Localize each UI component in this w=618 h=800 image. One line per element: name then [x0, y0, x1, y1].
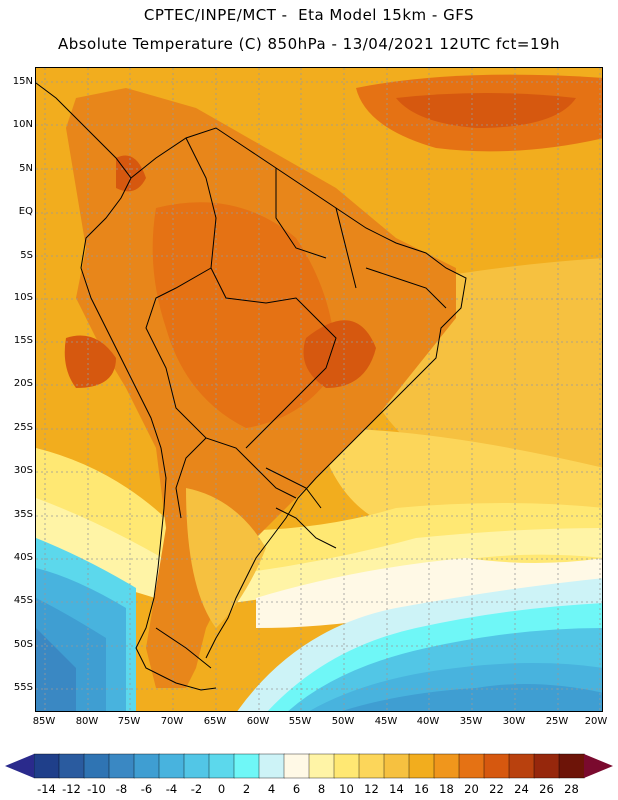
lon-label-30w: 30W [502, 716, 526, 727]
color-scale-cell [133, 753, 160, 779]
color-scale-label: 22 [489, 782, 504, 796]
lon-label-40w: 40W [416, 716, 440, 727]
color-scale-cell [408, 753, 435, 779]
color-scale-label: 14 [389, 782, 404, 796]
color-scale-label: 6 [292, 782, 301, 796]
lon-label-60w: 60W [246, 716, 270, 727]
lat-label-25s: 25S [13, 422, 33, 433]
color-scale-label: -8 [115, 782, 128, 796]
color-scale-cell [208, 753, 235, 779]
color-scale-cell [83, 753, 110, 779]
lon-label-75w: 75W [117, 716, 141, 727]
color-scale-under-arrow [5, 754, 34, 778]
color-scale-cells [33, 753, 585, 779]
color-scale-cell [308, 753, 335, 779]
color-scale-cell [233, 753, 260, 779]
map-title: CPTEC/INPE/MCT - Eta Model 15km - GFS [143, 6, 475, 24]
color-scale-label: 16 [414, 782, 429, 796]
color-scale-cell [508, 753, 535, 779]
color-scale-cell [283, 753, 310, 779]
color-scale-over-arrow [584, 754, 613, 778]
color-scale-label: 10 [339, 782, 354, 796]
color-scale-label: 20 [464, 782, 479, 796]
color-scale-label: 8 [317, 782, 326, 796]
color-scale-label: -10 [87, 782, 106, 796]
lon-label-35w: 35W [459, 716, 483, 727]
color-scale-label: 24 [514, 782, 529, 796]
color-scale-label: -4 [165, 782, 178, 796]
lon-label-45w: 45W [374, 716, 398, 727]
color-scale-cell [58, 753, 85, 779]
lat-label-20s: 20S [13, 378, 33, 389]
political-borders [36, 82, 467, 691]
color-scale-label: 28 [564, 782, 579, 796]
color-scale-cell [483, 753, 510, 779]
color-scale-cell [383, 753, 410, 779]
color-scale-label: -12 [62, 782, 81, 796]
hot-core-center [152, 202, 336, 428]
lon-label-85w: 85W [32, 716, 56, 727]
color-scale-bar [5, 753, 613, 779]
lat-label-15n: 15N [12, 76, 33, 87]
lat-label-5s: 5S [20, 250, 33, 261]
hot-core-west [64, 335, 116, 388]
color-scale-cell [433, 753, 460, 779]
color-scale-label: -14 [37, 782, 56, 796]
lat-label-30s: 30S [13, 465, 33, 476]
lon-label-20w: 20W [584, 716, 608, 727]
lat-label-45s: 45S [13, 595, 33, 606]
lon-label-80w: 80W [75, 716, 99, 727]
color-scale-cell [533, 753, 560, 779]
color-scale-label: -6 [140, 782, 153, 796]
color-scale-label: -2 [190, 782, 203, 796]
color-scale-label: 0 [217, 782, 226, 796]
color-scale-cell [33, 753, 60, 779]
color-scale-cell [158, 753, 185, 779]
lat-label-10n: 10N [12, 119, 33, 130]
color-scale-cell [183, 753, 210, 779]
lon-label-55w: 55W [288, 716, 312, 727]
color-scale-cell [558, 753, 585, 779]
color-scale-cell [458, 753, 485, 779]
lat-label-50s: 50S [13, 639, 33, 650]
lat-label-5n: 5N [19, 163, 33, 174]
lat-label-55s: 55S [13, 682, 33, 693]
hot-core-brazil [303, 320, 376, 388]
color-scale-label: 26 [539, 782, 554, 796]
lat-label-10s: 10S [13, 292, 33, 303]
map-subtitle: Absolute Temperature (C) 850hPa - 13/04/… [57, 35, 561, 53]
lat-label-35s: 35S [13, 509, 33, 520]
lon-label-50w: 50W [331, 716, 355, 727]
color-scale-cell [358, 753, 385, 779]
color-scale-cell [108, 753, 135, 779]
temperature-field [36, 68, 602, 711]
field-band-14 [316, 428, 602, 528]
color-scale-cell [333, 753, 360, 779]
color-scale-label: 12 [364, 782, 379, 796]
lon-label-25w: 25W [545, 716, 569, 727]
lat-label-15s: 15S [13, 335, 33, 346]
map-panel[interactable] [35, 67, 603, 712]
lat-label-40s: 40S [13, 552, 33, 563]
lat-label-eq: EQ [18, 206, 33, 217]
color-scale-label: 18 [439, 782, 454, 796]
lon-label-70w: 70W [160, 716, 184, 727]
color-scale-label: 2 [242, 782, 251, 796]
color-scale-label: 4 [267, 782, 276, 796]
lon-label-65w: 65W [203, 716, 227, 727]
color-scale-cell [258, 753, 285, 779]
